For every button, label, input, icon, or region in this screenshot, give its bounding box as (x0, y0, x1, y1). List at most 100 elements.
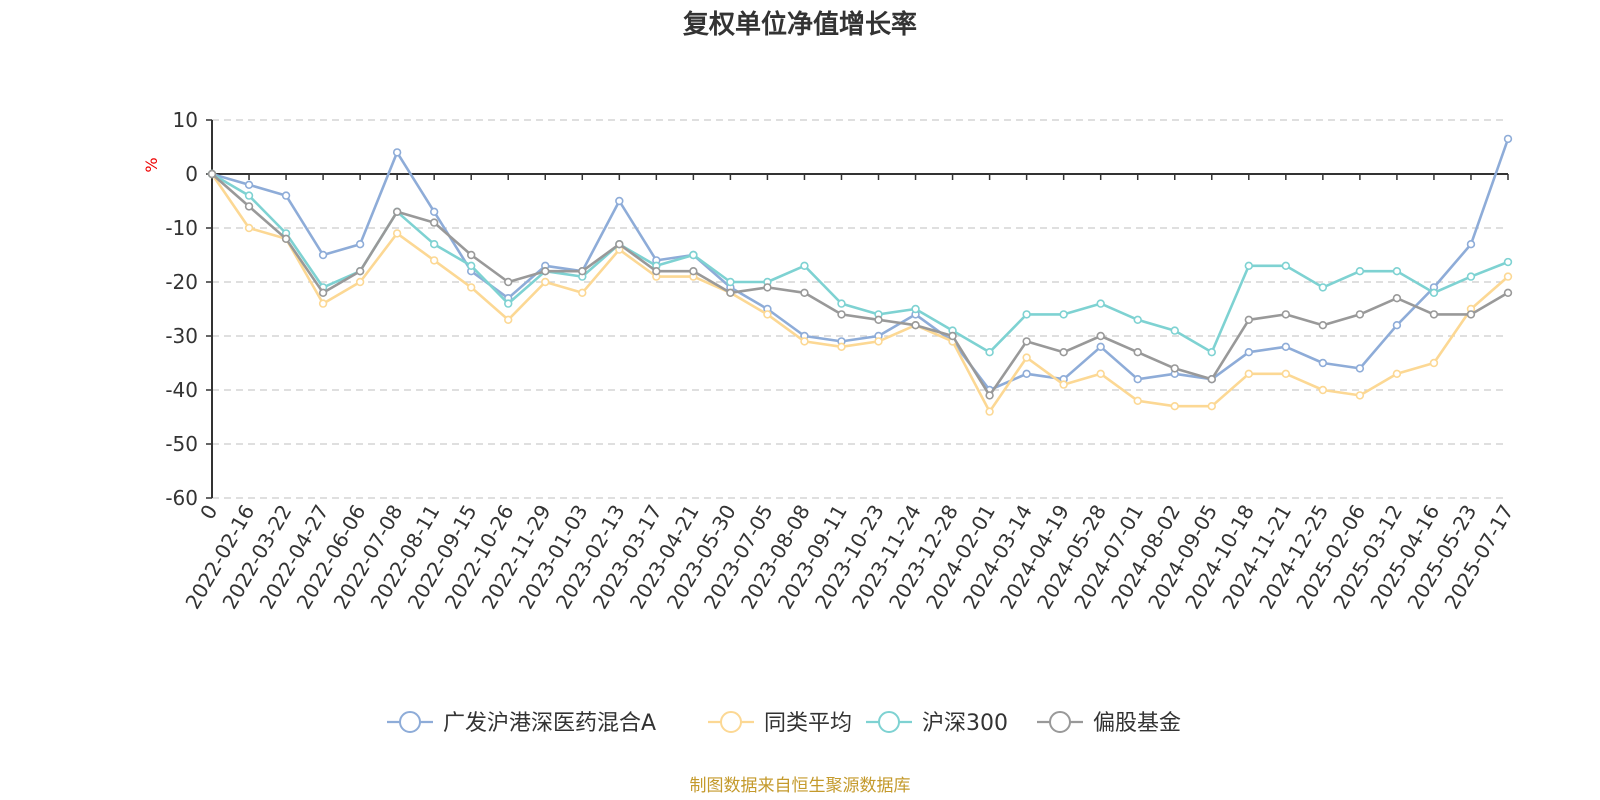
data-point (281, 191, 291, 200)
data-point (800, 261, 809, 270)
y-tick-label: -30 (165, 324, 198, 348)
data-point (874, 315, 883, 324)
data-point (281, 234, 291, 244)
data-point (1244, 348, 1254, 357)
data-point (1318, 321, 1328, 330)
data-point (1503, 272, 1513, 281)
chart-title: 复权单位净值增长率 (683, 9, 917, 40)
data-point (1096, 299, 1105, 308)
y-tick-label: 10 (173, 108, 198, 132)
data-point (726, 288, 735, 297)
data-point (911, 304, 920, 314)
legend-marker (1049, 711, 1071, 733)
legend-label: 同类平均 (764, 711, 852, 736)
data-point (1429, 358, 1439, 368)
y-tick-label: -10 (165, 216, 198, 240)
data-point (800, 288, 809, 297)
data-point (1244, 261, 1254, 270)
data-point (615, 196, 624, 206)
legend-label: 偏股基金 (1093, 711, 1181, 736)
series-line-3 (210, 172, 1510, 354)
data-point (911, 321, 920, 330)
data-point (1281, 342, 1291, 351)
data-point (1207, 348, 1216, 357)
data-point (541, 277, 550, 287)
data-point (1392, 369, 1402, 378)
data-point (985, 407, 994, 416)
data-point (837, 342, 846, 351)
y-tick-labels: 10 0 -10 -20 -30 -40 -50 -60 (165, 108, 198, 510)
data-point (800, 337, 809, 346)
data-point (1355, 267, 1365, 276)
data-point (578, 288, 587, 297)
grid-lines (212, 119, 1508, 499)
data-point (948, 331, 957, 341)
data-point (1244, 315, 1254, 324)
data-point (429, 240, 439, 249)
data-point (1207, 402, 1216, 411)
data-point (392, 207, 402, 217)
data-point (1207, 375, 1216, 384)
data-point (1466, 240, 1476, 249)
data-point (318, 299, 328, 308)
data-point (689, 250, 698, 260)
data-point (467, 283, 476, 292)
legend-item-1[interactable]: 广发沪港深医药混合A (387, 711, 656, 736)
data-point (837, 310, 846, 319)
data-point (985, 348, 994, 357)
data-point (1170, 402, 1179, 411)
data-point (1133, 315, 1142, 324)
data-point (1059, 348, 1068, 357)
data-point (318, 250, 328, 260)
data-point (1022, 369, 1031, 378)
data-point (1503, 288, 1513, 297)
data-point (1281, 261, 1291, 270)
legend[interactable]: 广发沪港深医药混合A 同类平均 沪深300 偏股基金 (387, 711, 1181, 736)
data-point (504, 277, 513, 287)
data-point (874, 337, 883, 346)
data-point (1133, 396, 1142, 405)
legend-marker (399, 711, 421, 733)
data-point (244, 191, 254, 200)
data-point (1503, 134, 1513, 144)
legend-label: 广发沪港深医药混合A (443, 711, 656, 736)
data-point (615, 240, 624, 249)
legend-item-4[interactable]: 偏股基金 (1037, 711, 1181, 736)
data-point (1355, 391, 1365, 400)
data-point (244, 202, 254, 211)
data-point (1133, 375, 1142, 384)
legend-item-3[interactable]: 沪深300 (866, 711, 1008, 736)
data-point (578, 267, 587, 276)
x-tick-label: 0 (195, 501, 222, 524)
data-point (1429, 310, 1439, 319)
data-point (541, 267, 550, 276)
series-line-4 (210, 172, 1510, 397)
data-point (355, 267, 365, 276)
data-point (392, 148, 402, 157)
series-lines (207, 134, 1513, 416)
axes (206, 119, 1509, 499)
series-line-2 (210, 172, 1510, 413)
data-point (429, 256, 439, 265)
data-point (1429, 288, 1439, 297)
data-point (1392, 294, 1402, 303)
data-point (1096, 331, 1105, 341)
legend-label: 沪深300 (922, 711, 1008, 736)
data-point (1318, 283, 1328, 292)
data-point (318, 288, 328, 297)
data-point (244, 180, 254, 190)
data-point (504, 315, 513, 324)
data-point (504, 299, 513, 308)
data-point (467, 261, 476, 270)
data-point (1096, 342, 1105, 351)
legend-item-2[interactable]: 同类平均 (708, 711, 852, 736)
data-point (429, 207, 439, 217)
legend-marker (878, 711, 900, 733)
data-point (355, 240, 365, 249)
series-line-1 (210, 137, 1510, 392)
data-point (1281, 369, 1291, 378)
data-point (1281, 310, 1291, 319)
data-point (726, 277, 735, 287)
data-source-note: 制图数据来自恒生聚源数据库 (690, 776, 911, 796)
